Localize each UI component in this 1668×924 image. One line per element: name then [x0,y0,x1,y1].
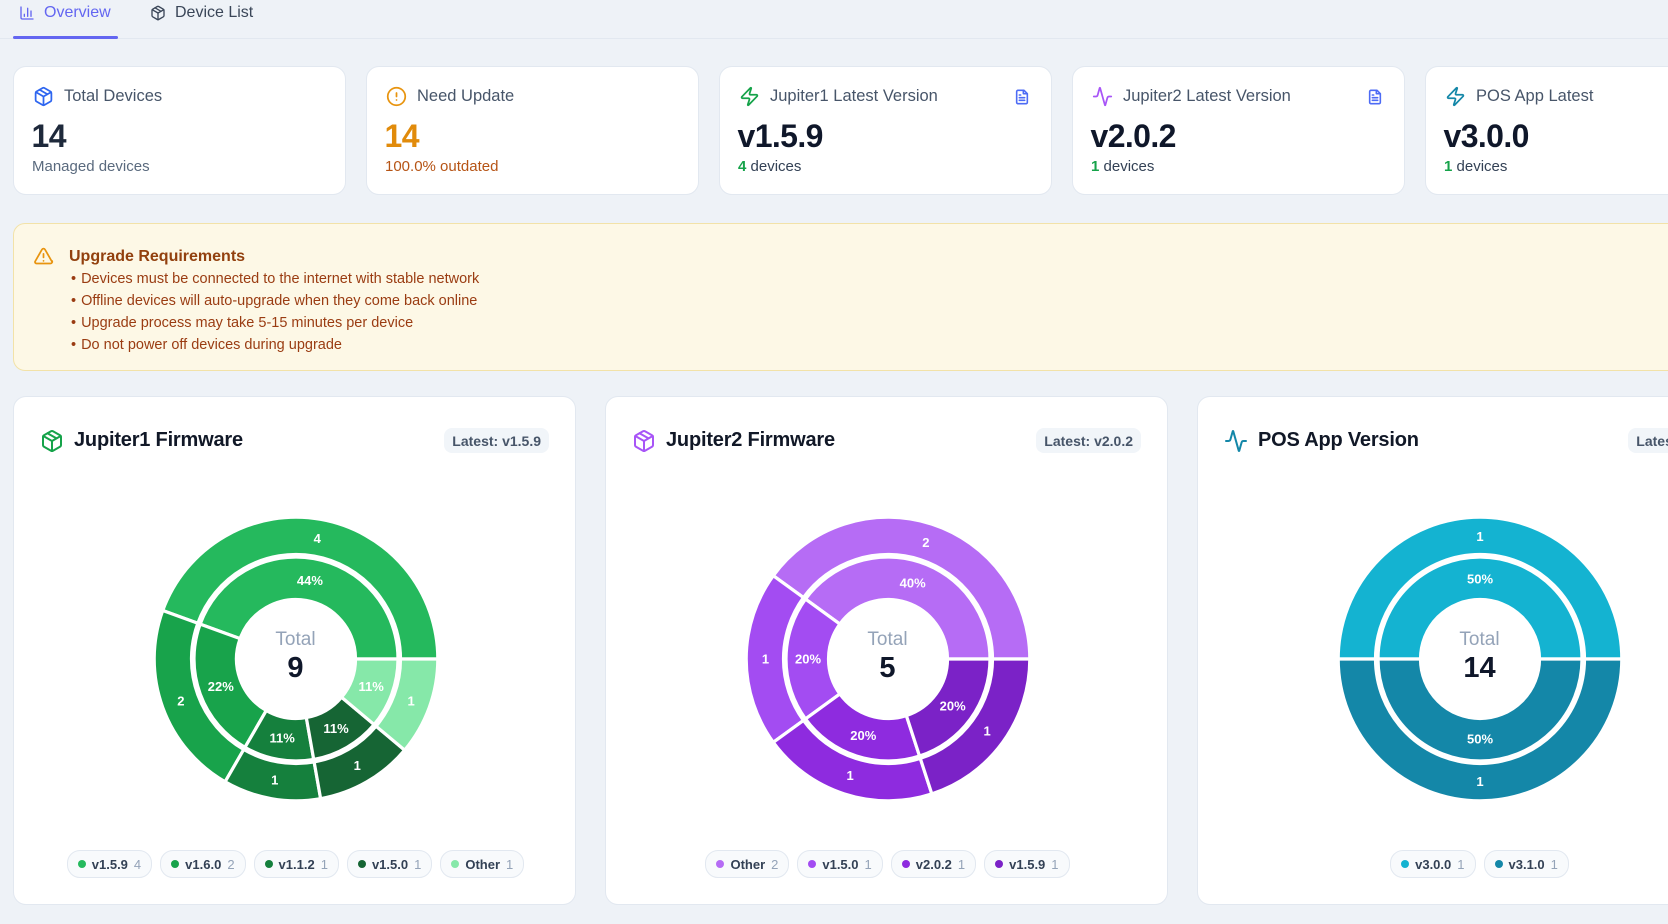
svg-text:50%: 50% [1466,572,1492,587]
svg-text:1: 1 [407,694,414,709]
svg-text:1: 1 [761,652,768,667]
svg-text:1: 1 [1476,529,1483,544]
svg-text:1: 1 [271,772,278,787]
svg-text:20%: 20% [850,728,876,743]
svg-text:4: 4 [313,531,321,546]
svg-text:44%: 44% [296,573,322,588]
svg-text:40%: 40% [899,576,925,591]
svg-text:11%: 11% [269,730,295,745]
svg-text:1: 1 [846,768,853,783]
svg-text:11%: 11% [323,721,349,736]
svg-text:50%: 50% [1466,732,1492,747]
svg-text:20%: 20% [939,699,965,714]
svg-text:20%: 20% [794,652,820,667]
svg-text:1: 1 [983,724,990,739]
svg-text:2: 2 [177,694,184,709]
svg-text:1: 1 [353,758,360,773]
svg-text:11%: 11% [358,679,384,694]
svg-text:2: 2 [922,535,929,550]
svg-text:22%: 22% [207,679,233,694]
svg-text:1: 1 [1476,774,1483,789]
